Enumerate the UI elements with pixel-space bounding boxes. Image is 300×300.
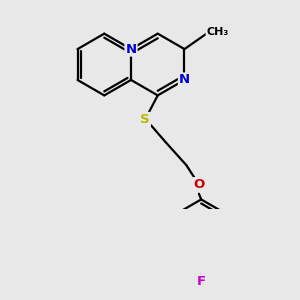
Text: O: O xyxy=(193,178,205,191)
Text: F: F xyxy=(196,275,206,288)
Text: S: S xyxy=(140,113,150,126)
Text: CH₃: CH₃ xyxy=(206,27,229,37)
Text: N: N xyxy=(179,74,190,86)
Text: N: N xyxy=(125,43,136,56)
